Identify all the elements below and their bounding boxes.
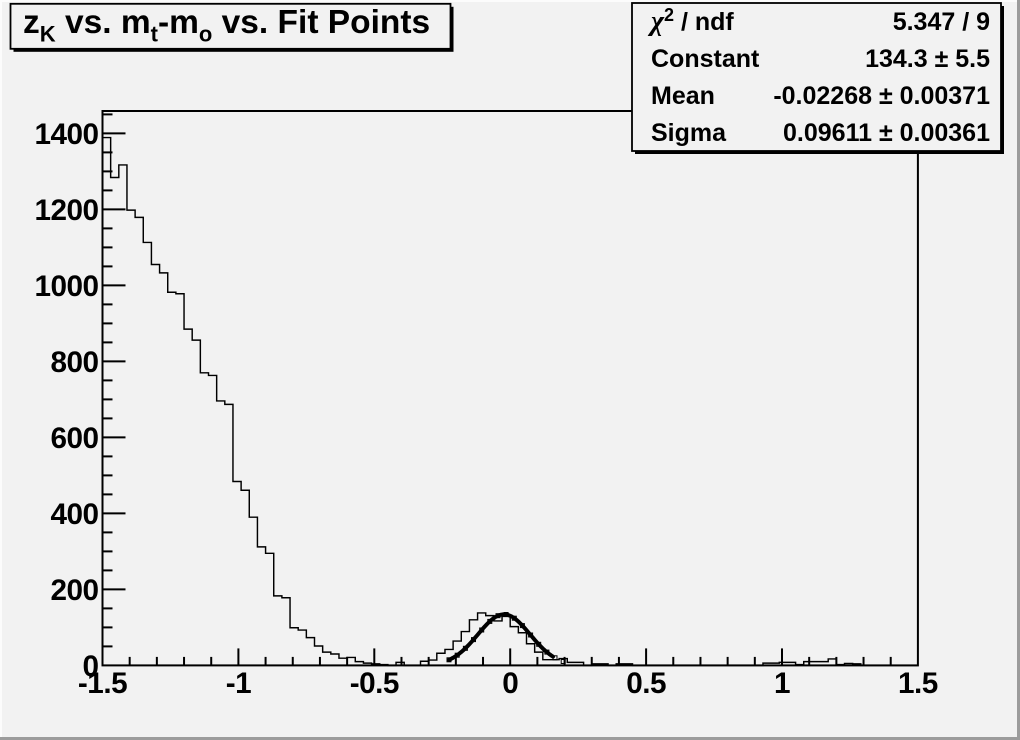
svg-text:800: 800: [50, 346, 98, 379]
svg-text:0.09611 ± 0.00361: 0.09611 ± 0.00361: [783, 119, 990, 147]
svg-text:1200: 1200: [34, 194, 98, 227]
svg-text:-1.5: -1.5: [78, 667, 127, 700]
svg-text:Constant: Constant: [651, 45, 760, 73]
svg-text:5.347 / 9: 5.347 / 9: [893, 8, 990, 36]
svg-text:1400: 1400: [34, 118, 98, 151]
svg-text:-0.5: -0.5: [350, 667, 399, 700]
svg-text:-0.02268 ± 0.00371: -0.02268 ± 0.00371: [773, 82, 990, 110]
svg-text:400: 400: [50, 498, 98, 531]
svg-text:-1: -1: [226, 667, 251, 700]
svg-text:134.3 ± 5.5: 134.3 ± 5.5: [865, 45, 990, 73]
svg-text:1000: 1000: [34, 270, 98, 303]
svg-text:Mean: Mean: [651, 82, 715, 110]
svg-text:200: 200: [50, 574, 98, 607]
svg-text:χ2 / ndf: χ2 / ndf: [647, 5, 734, 37]
svg-text:0: 0: [82, 650, 98, 683]
svg-text:1: 1: [774, 667, 790, 700]
svg-text:Sigma: Sigma: [651, 119, 727, 147]
svg-text:zK vs. mt-mo vs. Fit Points: zK vs. mt-mo vs. Fit Points: [23, 4, 430, 47]
svg-text:0.5: 0.5: [626, 667, 666, 700]
svg-text:1.5: 1.5: [898, 667, 938, 700]
svg-text:600: 600: [50, 422, 98, 455]
svg-text:0: 0: [502, 667, 518, 700]
